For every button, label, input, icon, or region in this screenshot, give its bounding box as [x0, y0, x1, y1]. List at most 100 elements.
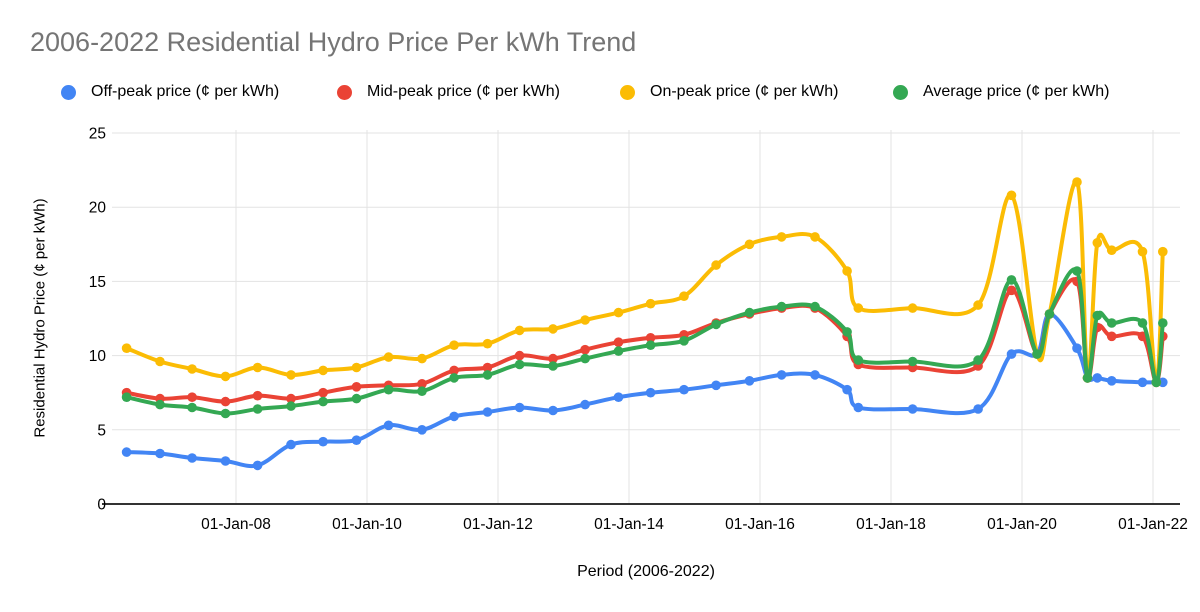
data-point-on-peak [252, 362, 263, 373]
data-point-on-peak [580, 315, 590, 325]
data-point-average [121, 392, 132, 403]
data-point-on-peak [679, 291, 689, 302]
data-point-off-peak [1092, 373, 1103, 383]
data-point-average [744, 307, 755, 318]
data-point-on-peak [286, 370, 296, 380]
data-point-off-peak [1137, 377, 1148, 388]
data-point-average [1106, 318, 1117, 328]
data-point-average [973, 355, 983, 365]
data-point-on-peak [417, 353, 427, 364]
data-point-off-peak [1106, 376, 1117, 386]
data-point-average [1082, 373, 1093, 383]
data-point-mid-peak [1006, 285, 1017, 296]
data-point-average [1151, 377, 1162, 388]
data-point-on-peak [711, 260, 721, 270]
legend-label-off-peak: Off-peak price (¢ per kWh) [91, 83, 280, 100]
data-point-on-peak [318, 365, 328, 376]
data-point-off-peak [482, 407, 493, 417]
data-point-average [383, 384, 394, 395]
x-tick-label: 01-Jan-16 [725, 516, 795, 533]
data-point-off-peak [318, 436, 328, 447]
data-point-on-peak [482, 338, 493, 349]
data-point-mid-peak [417, 379, 427, 389]
data-point-on-peak [907, 303, 918, 313]
legend-label-on-peak: On-peak price (¢ per kWh) [650, 83, 839, 100]
data-point-off-peak [853, 402, 864, 413]
data-point-on-peak [548, 324, 558, 334]
x-tick-label: 01-Jan-12 [463, 516, 533, 533]
data-point-average [351, 393, 362, 404]
data-point-on-peak [155, 356, 165, 367]
y-tick-label: 5 [97, 422, 106, 439]
data-point-average [776, 301, 787, 312]
chart-title: 2006-2022 Residential Hydro Price Per kW… [30, 27, 637, 57]
data-point-off-peak [252, 460, 263, 471]
on-peak-series-dot-icon [620, 84, 635, 100]
y-tick-label: 0 [97, 497, 106, 514]
data-point-mid-peak [286, 393, 296, 404]
data-point-average [810, 301, 820, 312]
data-point-average [1092, 310, 1103, 321]
data-point-on-peak [514, 325, 525, 336]
data-point-on-peak [449, 340, 459, 351]
data-point-average [252, 404, 263, 414]
data-point-on-peak [613, 307, 624, 318]
data-point-on-peak [842, 266, 852, 276]
data-point-on-peak [645, 298, 656, 309]
y-tick-label: 25 [89, 126, 106, 143]
legend: Off-peak price (¢ per kWh) Mid-peak pric… [0, 82, 1200, 104]
data-point-off-peak [220, 456, 231, 466]
data-point-mid-peak [351, 382, 362, 392]
data-point-off-peak [121, 447, 132, 457]
data-point-off-peak [744, 376, 755, 386]
data-point-mid-peak [482, 362, 493, 373]
data-point-off-peak [286, 439, 296, 450]
data-point-off-peak [580, 399, 590, 410]
x-tick-label: 01-Jan-10 [332, 516, 402, 533]
y-tick-label: 20 [89, 200, 107, 217]
data-point-average [155, 399, 165, 410]
data-point-average [187, 402, 197, 413]
data-point-off-peak [351, 435, 362, 446]
data-point-average [1072, 266, 1082, 276]
legend-item-off-peak: Off-peak price (¢ per kWh) [61, 82, 279, 102]
data-point-average [417, 386, 427, 397]
data-point-off-peak [1072, 343, 1082, 354]
data-point-on-peak [744, 239, 755, 250]
x-tick-label: 01-Jan-08 [201, 516, 271, 533]
legend-label-mid-peak: Mid-peak price (¢ per kWh) [367, 83, 560, 100]
data-point-average [907, 356, 918, 367]
data-point-average [613, 346, 624, 356]
data-point-mid-peak [187, 392, 197, 403]
data-point-off-peak [417, 425, 427, 435]
data-point-mid-peak [514, 350, 525, 361]
data-point-off-peak [810, 370, 820, 380]
data-point-off-peak [548, 405, 558, 416]
data-point-off-peak [155, 448, 165, 459]
y-tick-label: 15 [89, 274, 106, 291]
data-point-on-peak [1092, 238, 1103, 248]
x-tick-label: 01-Jan-22 [1118, 516, 1188, 533]
data-point-on-peak [383, 352, 394, 362]
data-point-off-peak [711, 380, 721, 391]
data-point-off-peak [776, 370, 787, 380]
data-point-mid-peak [613, 337, 624, 348]
data-point-on-peak [220, 371, 231, 382]
data-point-off-peak [1006, 349, 1017, 359]
data-point-on-peak [121, 343, 132, 354]
y-axis-title: Residential Hydro Price (¢ per kWh) [31, 198, 49, 438]
data-point-mid-peak [645, 333, 656, 343]
data-point-off-peak [842, 384, 852, 395]
x-tick-label: 01-Jan-14 [594, 516, 664, 533]
data-point-on-peak [1106, 245, 1117, 255]
data-point-mid-peak [318, 387, 328, 398]
data-point-average [318, 396, 328, 407]
off-peak-series-dot-icon [61, 84, 76, 100]
data-point-off-peak [613, 392, 624, 403]
data-point-mid-peak [548, 353, 558, 364]
data-point-average [711, 319, 721, 330]
data-point-average [1044, 309, 1055, 319]
average-series-dot-icon [893, 84, 908, 100]
